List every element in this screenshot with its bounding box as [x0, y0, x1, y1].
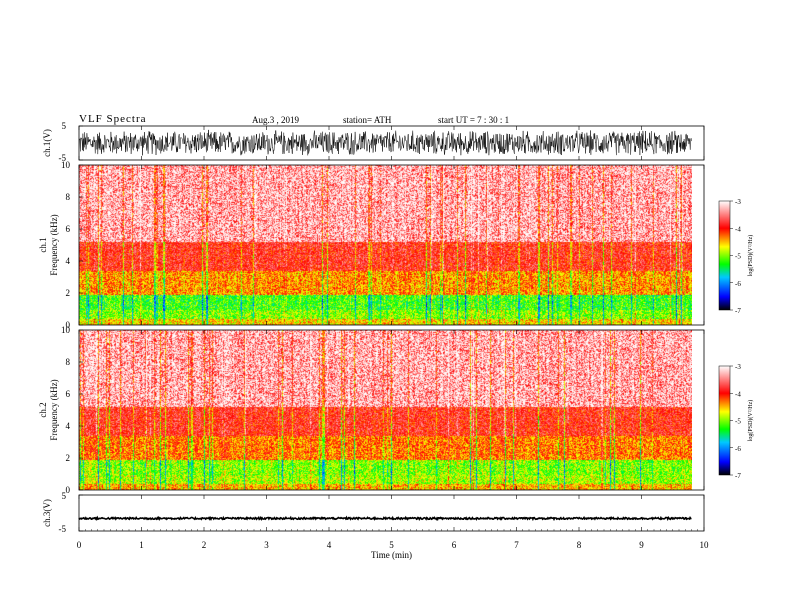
colorbar-tick-label: -6	[735, 445, 741, 453]
freq-tick-label: 4	[66, 421, 71, 431]
colorbar-tick-label: -3	[735, 363, 741, 371]
colorbar-tick-label: -7	[735, 307, 741, 315]
ch1-trace	[78, 129, 692, 156]
time-tick-label: 8	[577, 540, 582, 550]
colorbar-ch2: -3 -4 -5 -6 -7 log(PSD)(V²/Hz)	[718, 363, 754, 480]
panel-frame	[78, 494, 705, 532]
ch1-ytick-top: 5	[62, 121, 67, 131]
time-tick-label: 6	[452, 540, 457, 550]
time-tick-label: 4	[327, 540, 332, 550]
channel-label: ch.2	[38, 402, 48, 417]
time-tick-label: 5	[389, 540, 394, 550]
time-tick-label: 3	[264, 540, 269, 550]
time-tick-label: 2	[202, 540, 207, 550]
freq-tick-label: 6	[66, 224, 71, 234]
colorbar-tick-label: -7	[735, 472, 741, 480]
colorbar-tick-label: -6	[735, 280, 741, 288]
freq-axis-label: Frequency (kHz)	[49, 379, 59, 440]
time-tick-label: 10	[700, 540, 710, 550]
ch1-ytick-bottom: -5	[59, 153, 67, 163]
date-label: Aug.3 , 2019	[252, 115, 299, 125]
time-tick-label: 0	[77, 540, 82, 550]
ch1-ylabel: ch.1(V)	[42, 129, 52, 157]
ch1-waveform-panel: 5 -5 ch.1(V)	[42, 121, 705, 163]
start-time-label: start UT = 7 : 30 : 1	[438, 115, 510, 125]
station-label: station= ATH	[343, 115, 392, 125]
colorbar-label: log(PSD)(V²/Hz)	[747, 235, 754, 276]
ch3-trace	[78, 515, 692, 522]
colorbar-ch1: -3 -4 -5 -6 -7 log(PSD)(V²/Hz)	[718, 198, 754, 315]
colorbar-gradient	[718, 200, 731, 311]
ch3-ylabel: ch.3(V)	[42, 499, 52, 527]
freq-tick-label: 2	[66, 453, 71, 463]
ch3-ytick-bottom: -5	[59, 524, 67, 534]
ch3-ytick-top: 5	[62, 491, 67, 501]
ch1-spectrogram-panel: 0 2 4 6 8 10 ch.1 Frequency (kHz)	[38, 160, 705, 330]
colorbar-tick-label: -3	[735, 198, 741, 206]
chart-title: VLF Spectra	[79, 113, 147, 125]
time-tick-label: 9	[639, 540, 644, 550]
colorbar-tick-label: -4	[735, 390, 741, 398]
colorbar-label: log(PSD)(V²/Hz)	[747, 400, 754, 441]
header: VLF Spectra Aug.3 , 2019 station= ATH st…	[0, 0, 792, 130]
freq-tick-label: 0	[66, 485, 71, 495]
freq-tick-label: 10	[61, 160, 71, 170]
colorbar-tick-label: -5	[735, 253, 741, 261]
spectrogram-image	[79, 165, 692, 325]
time-tick-label: 1	[139, 540, 144, 550]
freq-tick-label: 2	[66, 288, 71, 298]
colorbar-gradient	[718, 365, 731, 476]
time-axis-label: Time (min)	[371, 550, 412, 560]
ch3-waveform-panel: 5 -5 ch.3(V)	[42, 491, 705, 534]
spectrogram-image	[79, 330, 692, 490]
colorbar-tick-label: -5	[735, 418, 741, 426]
freq-tick-label: 8	[66, 357, 71, 367]
freq-tick-label: 0	[66, 320, 71, 330]
colorbar-tick-label: -4	[735, 225, 741, 233]
freq-tick-label: 10	[61, 325, 71, 335]
ch2-spectrogram-panel: 0 2 4 6 8 10 ch.2 Frequency (kHz)	[38, 325, 705, 495]
time-tick-label: 7	[514, 540, 519, 550]
freq-tick-label: 6	[66, 389, 71, 399]
freq-tick-label: 8	[66, 192, 71, 202]
time-axis: 0 1 2 3 4 5 6 7 8 9 10 Time (min)	[77, 540, 709, 560]
freq-tick-label: 4	[66, 256, 71, 266]
freq-axis-label: Frequency (kHz)	[49, 214, 59, 275]
channel-label: ch.1	[38, 237, 48, 252]
